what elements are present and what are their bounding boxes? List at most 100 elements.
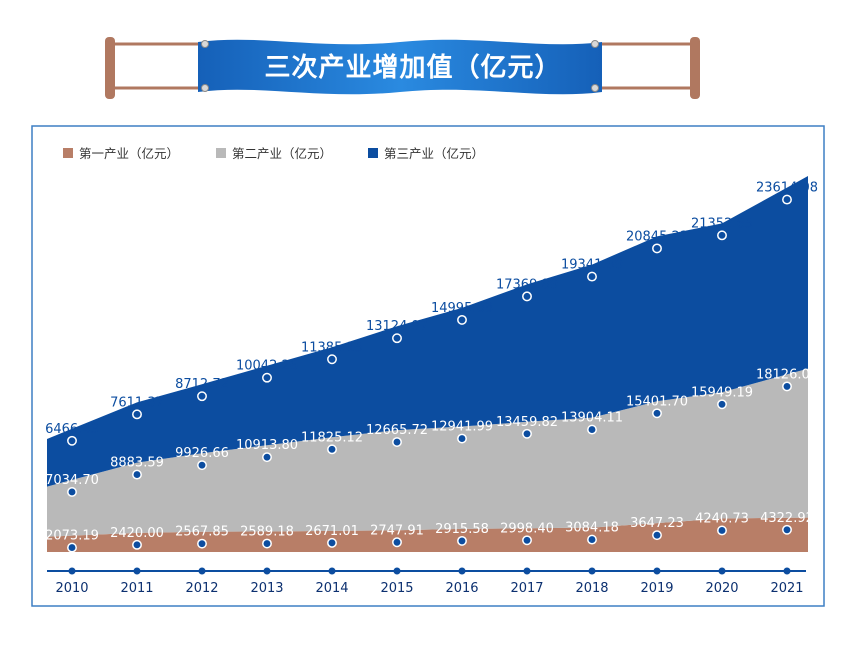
point-s3-2017 (522, 291, 532, 302)
point-s1-2011 (132, 539, 142, 550)
legend-label-1: 第一产业（亿元） (79, 146, 179, 161)
data-label-s1-2014: 2671.01 (305, 524, 359, 539)
title-banner (105, 37, 700, 99)
point-s2-2015 (392, 437, 402, 448)
x-tick-2018 (588, 567, 596, 575)
x-tick-label-2013: 2013 (250, 581, 283, 596)
data-label-s3-2021: 23614.08 (756, 181, 818, 196)
data-label-s3-2010: 6466.43 (45, 422, 99, 437)
point-s2-2010 (67, 486, 77, 497)
x-axis: 2010 2011 2012 2013 2014 2015 2016 2017 2018 2019… (47, 567, 806, 596)
area-series-3 (47, 176, 808, 487)
left-rod-icon (105, 37, 115, 99)
data-label-s3-2017: 17369.89 (496, 277, 558, 292)
x-tick-2011 (133, 567, 141, 575)
data-label-s2-2014: 11825.12 (301, 430, 363, 445)
data-label-s3-2018: 19341.39 (561, 258, 623, 273)
point-s1-2010 (67, 542, 77, 553)
point-s1-2015 (392, 537, 402, 548)
data-label-s2-2019: 15401.70 (626, 394, 688, 409)
point-s3-2019 (652, 243, 662, 254)
data-label-s1-2017: 2998.40 (500, 521, 554, 536)
legend-label-3: 第三产业（亿元） (384, 146, 484, 161)
x-tick-2017 (523, 567, 531, 575)
point-s3-2012 (197, 391, 207, 402)
x-tick-label-2011: 2011 (120, 581, 153, 596)
point-s3-2020 (717, 230, 727, 241)
x-tick-label-2016: 2016 (445, 581, 478, 596)
chart-title: 三次产业增加值（亿元） (264, 53, 562, 83)
data-label-s2-2017: 13459.82 (496, 415, 558, 430)
area-series-2 (47, 368, 808, 537)
x-tick-label-2021: 2021 (770, 581, 803, 596)
point-s2-2014 (327, 444, 337, 455)
legend-label-2: 第二产业（亿元） (232, 146, 332, 161)
data-label-s2-2021: 18126.09 (756, 367, 818, 382)
x-tick-2020 (718, 567, 726, 575)
point-s1-2014 (327, 537, 337, 548)
data-label-s3-2015: 13124.97 (366, 319, 428, 334)
data-label-s3-2016: 14995.88 (431, 301, 493, 316)
point-s3-2013 (262, 372, 272, 383)
data-label-s1-2012: 2567.85 (175, 525, 229, 540)
point-s3-2014 (327, 354, 337, 365)
point-s2-2011 (132, 469, 142, 480)
point-s1-2017 (522, 535, 532, 546)
data-label-s2-2013: 10913.80 (236, 438, 298, 453)
data-label-s2-2010: 7034.70 (45, 473, 99, 488)
x-tick-2021 (783, 567, 791, 575)
point-s1-2013 (262, 538, 272, 549)
area-layers (47, 176, 808, 552)
point-s2-2019 (652, 408, 662, 419)
point-s3-2010 (67, 435, 77, 446)
right-rod-icon (690, 37, 700, 99)
point-s3-2011 (132, 409, 142, 420)
data-label-s1-2016: 2915.58 (435, 522, 489, 537)
data-points (67, 194, 792, 553)
data-label-s1-2015: 2747.91 (370, 523, 424, 538)
point-s1-2018 (587, 534, 597, 545)
data-label-s1-2021: 4322.92 (760, 511, 814, 526)
x-tick-label-2020: 2020 (705, 581, 738, 596)
data-label-s3-2011: 7611.37 (110, 395, 164, 410)
x-tick-2010 (68, 567, 76, 575)
data-label-s1-2013: 2589.18 (240, 525, 294, 540)
data-label-s1-2018: 3084.18 (565, 521, 619, 536)
legend: 第一产业（亿元） 第二产业（亿元） 第三产业（亿元） (63, 146, 484, 161)
point-s1-2020 (717, 525, 727, 536)
point-s1-2012 (197, 538, 207, 549)
point-s3-2016 (457, 314, 467, 325)
data-label-s2-2011: 8883.59 (110, 456, 164, 471)
data-label-s3-2013: 10042.26 (236, 359, 298, 374)
point-s3-2021 (782, 194, 792, 205)
point-s2-2016 (457, 433, 467, 444)
x-tick-label-2015: 2015 (380, 581, 413, 596)
x-tick-2019 (653, 567, 661, 575)
data-label-s3-2019: 20845.21 (626, 229, 688, 244)
data-label-s1-2020: 4240.73 (695, 511, 749, 526)
point-s3-2015 (392, 333, 402, 344)
x-tick-2012 (198, 567, 206, 575)
legend-swatch-2 (216, 148, 226, 158)
data-label-s3-2012: 8712.72 (175, 377, 229, 392)
point-s2-2017 (522, 428, 532, 439)
data-label-s1-2019: 3647.23 (630, 516, 684, 531)
point-s2-2020 (717, 399, 727, 410)
point-s3-2018 (587, 271, 597, 282)
x-tick-2013 (263, 567, 271, 575)
point-s1-2016 (457, 535, 467, 546)
point-s1-2019 (652, 530, 662, 541)
banner-ribbon-icon (198, 39, 602, 95)
chart-frame (31, 125, 825, 607)
x-tick-2015 (393, 567, 401, 575)
data-label-s2-2012: 9926.66 (175, 446, 229, 461)
point-s2-2012 (197, 460, 207, 471)
data-label-s2-2018: 13904.11 (561, 411, 623, 426)
data-label-s2-2015: 12665.72 (366, 423, 428, 438)
point-s1-2021 (782, 524, 792, 535)
data-label-s1-2010: 2073.19 (45, 529, 99, 544)
x-tick-label-2017: 2017 (510, 581, 543, 596)
legend-swatch-3 (368, 148, 378, 158)
x-tick-label-2014: 2014 (315, 581, 348, 596)
